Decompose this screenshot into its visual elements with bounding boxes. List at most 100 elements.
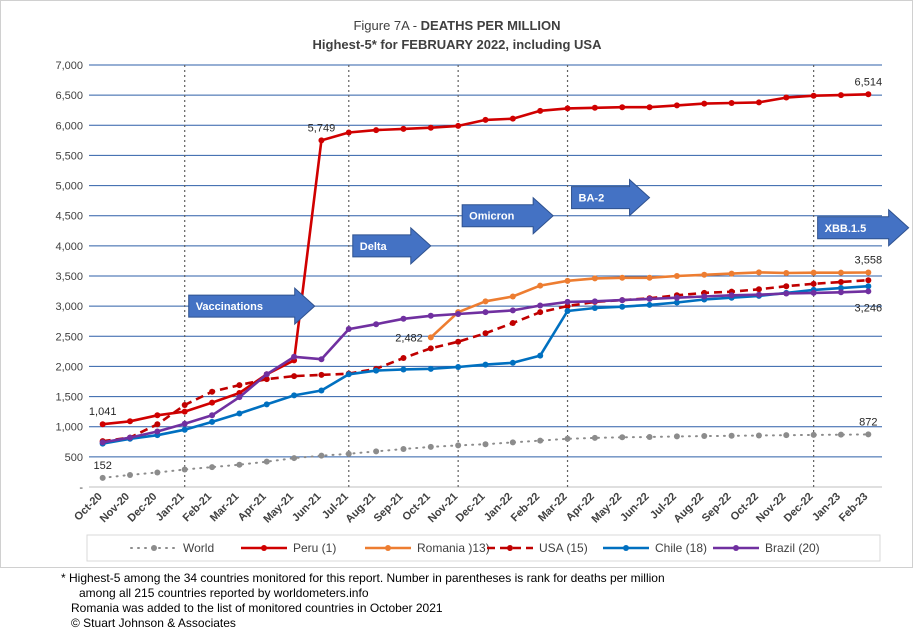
data-point bbox=[646, 301, 653, 308]
x-tick-label: Nov-20 bbox=[98, 491, 132, 525]
data-point bbox=[755, 269, 762, 276]
y-tick-label: 2,500 bbox=[55, 331, 83, 343]
data-point bbox=[810, 280, 817, 287]
y-axis: - 500 1,000 1,500 2,000 2,500 3,000 3,500 4,000 4… bbox=[55, 60, 83, 494]
y-tick-label: 3,500 bbox=[55, 271, 83, 283]
x-tick-label: Sep-22 bbox=[700, 491, 734, 525]
y-tick-label: 4,500 bbox=[55, 211, 83, 223]
legend-label: World bbox=[183, 541, 214, 555]
annotation-arrow bbox=[461, 196, 554, 235]
data-labels: 1,041 5,749 6,514 2,482 3,558 3,246 152 872 bbox=[89, 76, 882, 472]
legend-swatch-marker bbox=[261, 545, 267, 551]
data-point bbox=[318, 387, 325, 394]
x-tick-label: Feb-21 bbox=[181, 491, 215, 525]
data-point bbox=[537, 309, 544, 316]
data-point bbox=[865, 288, 872, 295]
data-point bbox=[728, 432, 735, 439]
data-point bbox=[755, 291, 762, 298]
data-point bbox=[728, 292, 735, 299]
data-point bbox=[427, 312, 434, 319]
data-point bbox=[236, 461, 243, 468]
data-point bbox=[783, 94, 790, 101]
data-point bbox=[564, 277, 571, 284]
footnote-3: Romania was added to the list of monitor… bbox=[71, 601, 443, 615]
legend-label: USA (15) bbox=[539, 541, 588, 555]
data-point bbox=[181, 420, 188, 427]
data-point bbox=[537, 437, 544, 444]
x-tick-label: Jan-22 bbox=[482, 491, 515, 524]
annotations: Vaccinations Delta Omicron BA-2 XBB.1.5 bbox=[188, 178, 910, 326]
legend-swatch-marker bbox=[623, 545, 629, 551]
data-point bbox=[837, 431, 844, 438]
data-point bbox=[482, 330, 489, 337]
data-point bbox=[127, 434, 134, 441]
data-point bbox=[482, 298, 489, 305]
x-tick-label: Jan-21 bbox=[154, 491, 187, 524]
data-point bbox=[810, 92, 817, 99]
data-point bbox=[564, 105, 571, 112]
data-point bbox=[99, 421, 106, 428]
footnote-2: among all 215 countries reported by worl… bbox=[79, 586, 369, 600]
y-tick-label: 5,500 bbox=[55, 150, 83, 162]
data-point bbox=[209, 399, 216, 406]
data-point bbox=[345, 326, 352, 333]
x-tick-label: Mar-22 bbox=[536, 491, 570, 525]
x-tick-label: Aug-22 bbox=[672, 491, 707, 526]
y-tick-label: - bbox=[79, 482, 83, 494]
annotation-label: BA-2 bbox=[579, 193, 605, 205]
data-point bbox=[99, 439, 106, 446]
y-tick-label: 5,000 bbox=[55, 181, 83, 193]
data-point bbox=[509, 320, 516, 327]
data-point bbox=[537, 282, 544, 289]
y-tick-label: 7,000 bbox=[55, 60, 83, 72]
data-point bbox=[291, 455, 298, 462]
data-point bbox=[400, 315, 407, 322]
data-point bbox=[701, 433, 708, 440]
x-tick-label: Jun-21 bbox=[290, 491, 324, 525]
legend-swatch-marker bbox=[151, 545, 157, 551]
data-point bbox=[482, 361, 489, 368]
data-point bbox=[154, 421, 161, 428]
data-point bbox=[837, 285, 844, 292]
data-point bbox=[236, 394, 243, 401]
data-point bbox=[400, 125, 407, 132]
data-point bbox=[783, 269, 790, 276]
legend: World Peru (1) Romania )13) USA (15) Chile (… bbox=[130, 541, 820, 555]
data-point bbox=[810, 431, 817, 438]
data-point bbox=[837, 269, 844, 276]
data-point bbox=[591, 298, 598, 305]
data-point bbox=[646, 274, 653, 281]
data-point bbox=[154, 412, 161, 419]
data-point bbox=[400, 354, 407, 361]
data-point bbox=[400, 366, 407, 373]
data-point bbox=[154, 469, 161, 476]
y-tick-label: 1,500 bbox=[55, 392, 83, 404]
annotation-label: Vaccinations bbox=[196, 301, 263, 313]
data-point bbox=[509, 115, 516, 122]
data-point bbox=[591, 434, 598, 441]
data-label: 3,558 bbox=[855, 255, 883, 267]
data-point bbox=[619, 303, 626, 310]
annotation-arrow bbox=[352, 226, 432, 265]
data-point bbox=[564, 298, 571, 305]
legend-label: Romania )13) bbox=[417, 541, 490, 555]
data-label: 3,246 bbox=[855, 302, 883, 314]
data-point bbox=[755, 99, 762, 106]
x-tick-label: Sep-21 bbox=[372, 491, 406, 525]
data-point bbox=[755, 286, 762, 293]
data-point bbox=[455, 442, 462, 449]
y-tick-label: 3,000 bbox=[55, 301, 83, 313]
data-point bbox=[783, 283, 790, 290]
x-tick-label: Nov-22 bbox=[754, 491, 788, 525]
data-point bbox=[837, 92, 844, 99]
annotation-arrow bbox=[188, 287, 316, 326]
data-point bbox=[427, 334, 434, 341]
data-point bbox=[127, 418, 134, 425]
annotation-label: XBB.1.5 bbox=[825, 223, 867, 235]
data-point bbox=[509, 307, 516, 314]
data-point bbox=[646, 295, 653, 302]
data-point bbox=[127, 471, 134, 478]
data-point bbox=[673, 294, 680, 301]
data-point bbox=[455, 338, 462, 345]
data-point bbox=[728, 270, 735, 277]
